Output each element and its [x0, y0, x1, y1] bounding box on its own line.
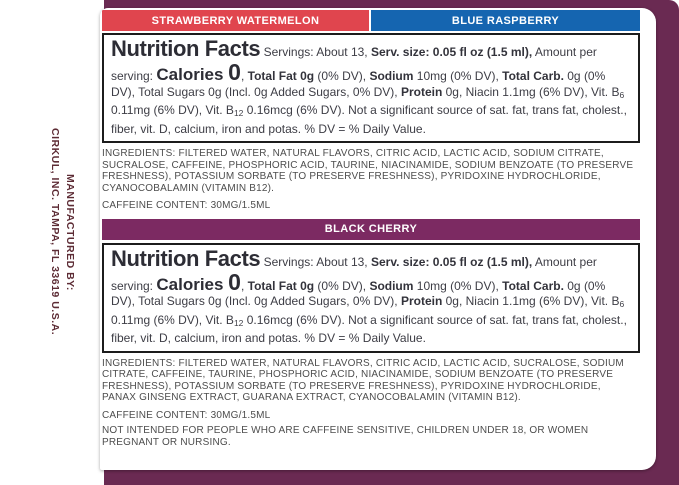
manufacturer-text: MANUFACTURED BY: CIRKUL, INC. TAMPA, FL …: [41, 112, 77, 352]
ingredients-text-1: INGREDIENTS: FILTERED WATER, NATURAL FLA…: [102, 148, 634, 194]
nutrition-facts-text-1: Nutrition Facts Servings: About 13, Serv…: [111, 36, 627, 136]
nutrition-facts-text-2: Nutrition Facts Servings: About 13, Serv…: [111, 245, 627, 345]
manufacturer-line-1: MANUFACTURED BY:: [64, 173, 76, 291]
flavor-bar-strawberry-watermelon: STRAWBERRY WATERMELON: [102, 10, 369, 31]
nutrition-facts-box-2: Nutrition Facts Servings: About 13, Serv…: [102, 242, 640, 353]
caffeine-warning-text: NOT INTENDED FOR PEOPLE WHO ARE CAFFEINE…: [102, 425, 589, 448]
flavor-bar-black-cherry: BLACK CHERRY: [102, 218, 640, 240]
manufacturer-line-2: CIRKUL, INC. TAMPA, FL 33619 U.S.A.: [49, 128, 61, 336]
caffeine-content-text-1: CAFFEINE CONTENT: 30MG/1.5ML: [102, 200, 271, 211]
flavor-bar-blue-raspberry: BLUE RASPBERRY: [371, 10, 640, 31]
label-panel: STRAWBERRY WATERMELON BLUE RASPBERRY Nut…: [100, 8, 656, 470]
flavor-bars-row: STRAWBERRY WATERMELON BLUE RASPBERRY: [102, 10, 640, 31]
nutrition-facts-box-1: Nutrition Facts Servings: About 13, Serv…: [102, 33, 640, 143]
ingredients-text-2: INGREDIENTS: FILTERED WATER, NATURAL FLA…: [102, 357, 624, 404]
caffeine-content-text-2: CAFFEINE CONTENT: 30MG/1.5ML: [102, 409, 271, 421]
